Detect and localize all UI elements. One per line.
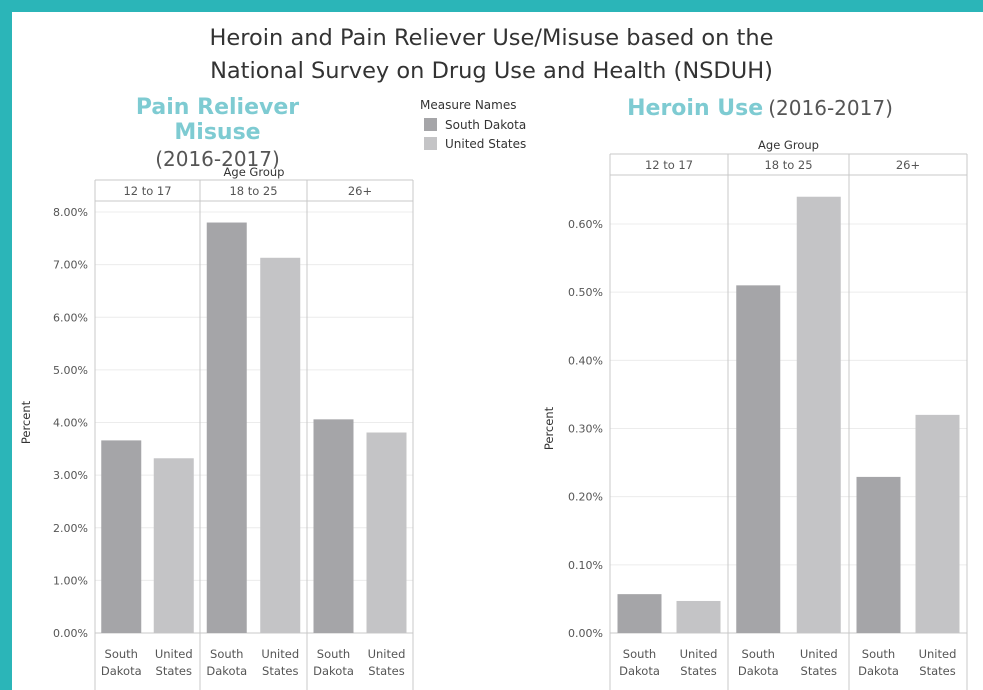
pain-x-category-label: States <box>368 664 404 678</box>
pain-x-category-label: United <box>368 647 406 661</box>
heroin-bar-18-to-25-united-states <box>796 196 841 633</box>
legend-title: Measure Names <box>420 98 517 112</box>
pain-y-tick-label: 2.00% <box>53 522 88 535</box>
pain-x-category-label: Dakota <box>206 664 247 678</box>
heroin-x-category-label: Dakota <box>738 664 779 678</box>
heroin-group-header-2: 26+ <box>896 158 920 172</box>
heroin-x-category-label: States <box>680 664 716 678</box>
pain-title-sub: (2016-2017) <box>155 147 280 171</box>
heroin-panel-title: Heroin Use (2016-2017) <box>620 96 900 121</box>
main-title-line1: Heroin and Pain Reliever Use/Misuse base… <box>209 25 774 51</box>
heroin-y-tick-label: 0.20% <box>568 491 603 504</box>
pain-bar-12-to-17-united-states <box>153 458 194 633</box>
pain-y-tick-label: 5.00% <box>53 364 88 377</box>
heroin-y-tick-label: 0.60% <box>568 218 603 231</box>
pain-x-category-label: United <box>261 647 299 661</box>
heroin-x-category-label: United <box>919 647 957 661</box>
pain-bar-12-to-17-south-dakota <box>101 440 142 633</box>
heroin-title-sub: (2016-2017) <box>768 96 893 120</box>
main-title-line2: National Survey on Drug Use and Health (… <box>210 58 773 84</box>
legend-label-south-dakota: South Dakota <box>445 117 527 132</box>
frame-top-border <box>0 0 983 12</box>
legend-item-south-dakota[interactable]: South Dakota <box>420 115 526 134</box>
pain-y-tick-label: 1.00% <box>53 574 88 587</box>
heroin-y-tick-label: 0.10% <box>568 559 603 572</box>
heroin-y-tick-label: 0.40% <box>568 354 603 367</box>
heroin-y-tick-label: 0.50% <box>568 286 603 299</box>
heroin-y-tick-label: 0.30% <box>568 423 603 436</box>
heroin-x-category-label: United <box>680 647 718 661</box>
legend-item-united-states[interactable]: United States <box>420 134 526 153</box>
pain-x-category-label: States <box>156 664 192 678</box>
heroin-x-category-label: United <box>800 647 838 661</box>
heroin-y-tick-label: 0.00% <box>568 627 603 640</box>
heroin-age-group-label: Age Group <box>758 138 819 152</box>
legend: Measure Names South Dakota United States <box>420 98 526 153</box>
pain-bar-18-to-25-united-states <box>260 257 301 633</box>
pain-panel-title: Pain Reliever Misuse (2016-2017) <box>95 95 340 171</box>
heroin-bar-26+-united-states <box>915 414 960 633</box>
heroin-y-axis-label: Percent <box>542 406 556 450</box>
pain-x-category-label: South <box>105 647 138 661</box>
heroin-x-category-label: South <box>623 647 656 661</box>
pain-group-header-1: 18 to 25 <box>229 184 277 198</box>
pain-bar-26+-united-states <box>366 432 407 633</box>
pain-age-group-label: Age Group <box>224 165 285 179</box>
heroin-x-category-label: States <box>919 664 955 678</box>
heroin-bar-18-to-25-south-dakota <box>736 285 781 633</box>
pain-y-tick-label: 0.00% <box>53 627 88 640</box>
pain-y-tick-label: 8.00% <box>53 206 88 219</box>
legend-swatch-united-states <box>424 137 437 150</box>
pain-y-tick-label: 4.00% <box>53 417 88 430</box>
heroin-group-header-1: 18 to 25 <box>764 158 812 172</box>
pain-bar-18-to-25-south-dakota <box>206 222 247 633</box>
pain-x-category-label: Dakota <box>313 664 354 678</box>
pain-group-header-2: 26+ <box>348 184 372 198</box>
pain-x-category-label: South <box>317 647 350 661</box>
pain-y-tick-label: 6.00% <box>53 311 88 324</box>
pain-x-category-label: Dakota <box>101 664 142 678</box>
heroin-bar-12-to-17-united-states <box>676 600 721 633</box>
heroin-x-category-label: South <box>742 647 775 661</box>
pain-title-main: Pain Reliever Misuse <box>135 95 300 145</box>
heroin-title-main: Heroin Use <box>627 96 764 121</box>
heroin-x-category-label: Dakota <box>858 664 899 678</box>
heroin-group-header-0: 12 to 17 <box>645 158 693 172</box>
pain-y-tick-label: 3.00% <box>53 469 88 482</box>
heroin-bar-26+-south-dakota <box>856 476 901 633</box>
heroin-x-category-label: States <box>801 664 837 678</box>
pain-x-category-label: United <box>155 647 193 661</box>
heroin-x-category-label: Dakota <box>619 664 660 678</box>
pain-y-axis-label: Percent <box>19 400 33 444</box>
pain-bar-26+-south-dakota <box>313 419 354 633</box>
frame-left-border <box>0 0 12 690</box>
pain-y-tick-label: 7.00% <box>53 259 88 272</box>
pain-group-header-0: 12 to 17 <box>123 184 171 198</box>
pain-x-category-label: States <box>262 664 298 678</box>
pain-x-category-label: South <box>210 647 243 661</box>
legend-swatch-south-dakota <box>424 118 437 131</box>
legend-label-united-states: United States <box>445 136 527 151</box>
heroin-bar-12-to-17-south-dakota <box>617 594 662 633</box>
heroin-x-category-label: South <box>862 647 895 661</box>
